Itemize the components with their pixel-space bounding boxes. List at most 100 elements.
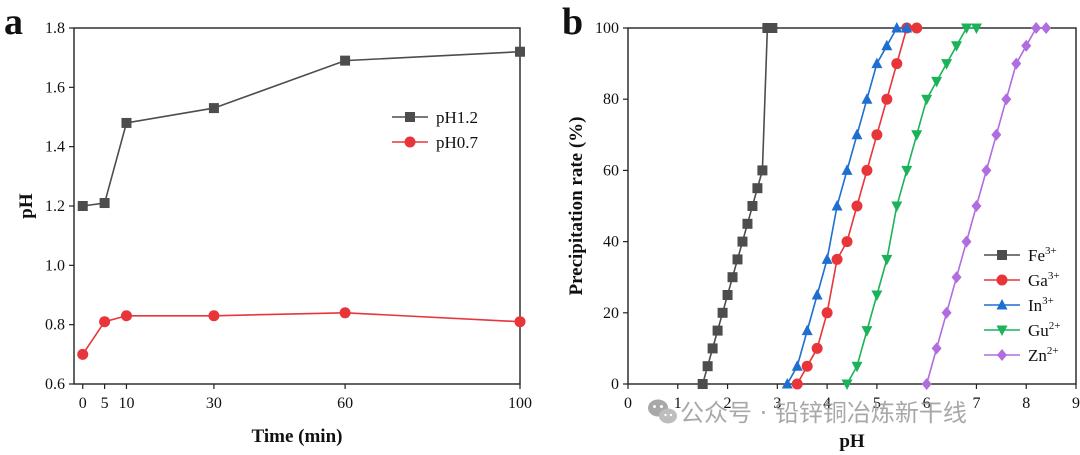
data-point (791, 378, 803, 390)
data-point (208, 103, 219, 114)
data-point (339, 307, 351, 319)
data-point (1011, 57, 1022, 70)
data-point (727, 272, 738, 283)
data-point (931, 342, 942, 355)
data-point (991, 128, 1002, 141)
legend-entry: Gu2+ (984, 320, 1061, 340)
x-tick-label: 10 (118, 395, 134, 412)
data-point (757, 165, 768, 176)
data-point (911, 22, 923, 34)
y-tick-label: 60 (603, 162, 619, 179)
data-point (891, 201, 903, 212)
x-tick-label: 1 (674, 395, 682, 412)
data-point (911, 130, 923, 141)
data-point (961, 235, 972, 248)
y-tick-label: 100 (595, 20, 619, 37)
legend-charge: 3+ (1042, 295, 1054, 307)
x-tick-label: 6 (923, 395, 931, 412)
x-tick-label: 60 (337, 395, 353, 412)
data-point (881, 93, 893, 105)
data-point (831, 253, 843, 265)
data-point (851, 361, 863, 373)
data-point (702, 361, 713, 372)
data-point (821, 253, 833, 264)
chart-panel-a: a 0 5 10 30 60 100 0.6 0.8 1.0 1.2 1.4 1.6 1.8 Time (m… (4, 1, 532, 447)
y-tick-label: 40 (603, 234, 619, 251)
data-point (941, 59, 953, 70)
y-axis-title: Precipitation rate (%) (566, 116, 587, 295)
data-point (960, 23, 972, 34)
series-zn (921, 22, 1052, 390)
data-point (851, 128, 863, 140)
x-tick-label: 30 (206, 395, 222, 412)
legend-entry: pH0.7 (392, 133, 479, 152)
data-point (851, 200, 863, 212)
data-point (208, 310, 220, 322)
data-point (861, 164, 873, 176)
data-point (514, 316, 526, 328)
data-point (951, 41, 963, 52)
data-point (752, 183, 763, 194)
data-point (941, 306, 952, 319)
series-ph1-2 (77, 46, 525, 211)
data-point (120, 310, 132, 322)
data-point (921, 378, 932, 390)
data-point (712, 325, 723, 336)
data-point (841, 164, 853, 175)
chart-panel-b: b 0 1 2 3 4 5 6 7 8 9 0 20 40 60 80 100 pH Precipitation r… (562, 1, 1080, 452)
data-point (921, 94, 933, 106)
legend-charge: 3+ (1045, 245, 1057, 257)
data-point (871, 129, 883, 141)
data-point (707, 343, 718, 354)
data-point (1041, 22, 1052, 34)
x-axis-title: pH (839, 431, 865, 452)
data-point (77, 201, 88, 211)
data-point (891, 58, 903, 70)
data-point (121, 117, 132, 128)
y-tick-label: 1.8 (45, 20, 65, 37)
y-tick-label: 0 (611, 376, 619, 393)
data-point (841, 236, 853, 248)
x-tick-label: 2 (724, 395, 732, 412)
data-point (811, 342, 823, 354)
data-point (1031, 22, 1042, 34)
data-point (841, 379, 853, 390)
legend-entry: Fe3+ (984, 245, 1057, 265)
plot-frame (73, 27, 521, 385)
data-point (871, 57, 883, 69)
legend-marker (996, 299, 1008, 310)
series-line (82, 50, 521, 207)
legend-label: Fe3+ (1028, 245, 1057, 265)
x-tick-label: 4 (823, 395, 831, 412)
data-point (77, 348, 89, 360)
series-line (846, 27, 977, 385)
data-point (717, 307, 728, 318)
legend-label: In3+ (1028, 295, 1054, 315)
data-point (831, 200, 843, 211)
data-point (1001, 93, 1012, 106)
data-point (801, 324, 813, 336)
legend-marker (996, 325, 1008, 336)
data-point (821, 307, 833, 319)
data-point (732, 254, 743, 265)
x-tick-label: 5 (873, 395, 881, 412)
plot-frame (627, 27, 1077, 385)
legend-label: Zn2+ (1028, 345, 1059, 365)
legend-label: pH0.7 (436, 133, 479, 152)
y-tick-label: 1.0 (45, 257, 65, 274)
data-point (901, 165, 913, 177)
x-tick-label: 100 (508, 395, 532, 412)
legend-marker (997, 250, 1007, 260)
y-tick-label: 0.6 (45, 376, 65, 393)
series-ph0-7 (77, 307, 526, 360)
legend-charge: 2+ (1049, 320, 1061, 332)
data-point (891, 22, 903, 33)
data-point (697, 379, 708, 389)
series-line (82, 311, 521, 355)
legend-charge: 2+ (1047, 345, 1059, 357)
data-point (340, 55, 351, 66)
x-tick-label: 0 (79, 395, 87, 412)
watermark: 公众号 · 铅锌铜冶炼新干线 (648, 399, 967, 427)
data-point (737, 236, 748, 247)
x-tick-label: 3 (773, 395, 781, 412)
